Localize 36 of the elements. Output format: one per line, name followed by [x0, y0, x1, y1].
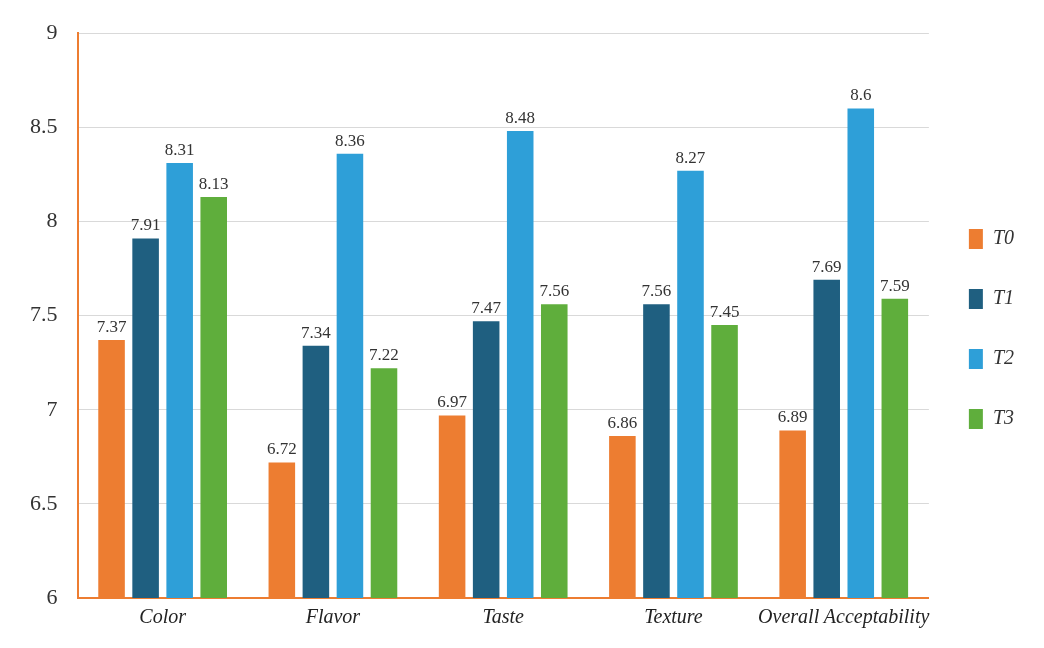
data-label: 7.47	[471, 298, 502, 318]
y-tick-label: 6.5	[30, 489, 58, 515]
legend-label: T2	[992, 346, 1014, 369]
data-label: 8.31	[164, 140, 195, 160]
data-label: 7.56	[539, 281, 570, 301]
y-tick-label: 9	[46, 18, 58, 44]
x-tick-label: Flavor	[304, 605, 361, 628]
data-label: 6.86	[607, 413, 638, 433]
y-tick-label: 8.5	[30, 113, 58, 139]
legend-label: T0	[992, 226, 1014, 249]
x-tick-label: Texture	[644, 605, 703, 628]
y-tick-label: 7.5	[30, 301, 58, 327]
data-label: 8.6	[850, 85, 872, 105]
y-tick-label: 6	[46, 583, 58, 609]
legend-label: T3	[992, 406, 1014, 429]
data-label: 7.22	[369, 345, 399, 365]
data-label: 7.45	[709, 301, 740, 321]
x-tick-label: Taste	[482, 605, 525, 628]
data-label: 7.69	[811, 256, 842, 276]
data-label: 7.56	[641, 281, 672, 301]
data-label: 7.34	[301, 322, 332, 342]
data-label: 6.89	[777, 407, 808, 427]
x-tick-label: Overall Acceptability	[758, 605, 930, 629]
data-label: 8.27	[675, 147, 706, 167]
data-label: 8.36	[335, 130, 365, 150]
data-label: 8.48	[505, 108, 536, 128]
y-tick-label: 7	[46, 395, 58, 421]
data-label: 6.72	[266, 439, 297, 459]
data-label: 6.97	[437, 392, 468, 412]
data-label: 7.59	[879, 275, 910, 295]
data-label: 8.13	[198, 173, 229, 193]
data-label: 7.37	[96, 317, 127, 337]
legend-label: T1	[992, 286, 1014, 309]
data-label: 7.91	[130, 215, 161, 235]
x-tick-label: Color	[139, 605, 187, 628]
y-tick-label: 8	[46, 207, 58, 233]
